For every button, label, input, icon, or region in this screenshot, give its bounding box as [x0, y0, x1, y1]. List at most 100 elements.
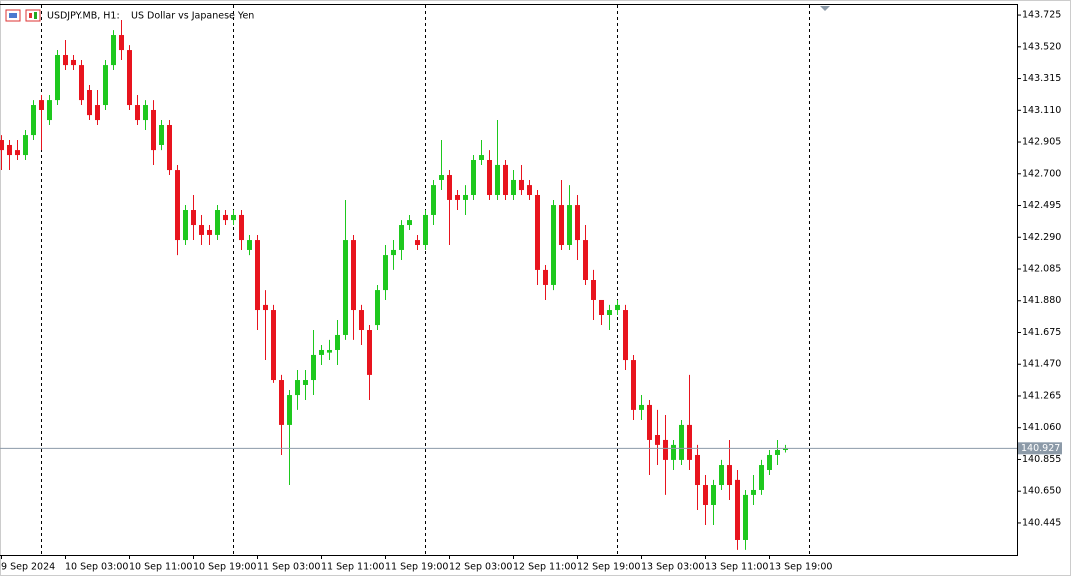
candle-body	[7, 144, 12, 156]
candle-body	[127, 50, 132, 106]
candle-body	[215, 210, 220, 235]
candle-body	[767, 454, 772, 470]
candle-body	[167, 125, 172, 171]
candle-body	[95, 105, 100, 121]
icon	[29, 13, 32, 18]
candle-body	[231, 214, 236, 221]
candle-body	[175, 170, 180, 241]
chart-subtitle: US Dollar vs Japanese Yen	[131, 11, 254, 22]
candle-body	[735, 479, 740, 540]
candle-body	[335, 334, 340, 350]
candle-body	[567, 205, 572, 246]
candle-body	[71, 59, 76, 66]
x-tick-label: 11 Sep 11:00	[321, 562, 384, 573]
candle-body	[383, 255, 388, 291]
candle-body	[511, 179, 516, 195]
candle-body	[303, 380, 308, 385]
candle-body	[151, 109, 156, 151]
candle-body	[447, 175, 452, 200]
y-tick-label: 141.880	[1022, 295, 1061, 306]
candle-body	[183, 210, 188, 241]
candle-body	[559, 205, 564, 246]
candle-body	[663, 439, 668, 460]
candle-body	[527, 185, 532, 195]
candle-body	[375, 290, 380, 326]
candle-body	[679, 424, 684, 460]
candle-body	[551, 205, 556, 285]
y-tick-label: 140.650	[1022, 486, 1061, 497]
x-tick-label: 10 Sep 19:00	[193, 562, 256, 573]
candle-body	[359, 310, 364, 331]
x-tick-label: 13 Sep 03:00	[641, 562, 704, 573]
y-tick-label: 142.905	[1022, 137, 1061, 148]
candle-body	[119, 35, 124, 51]
candle-body	[207, 229, 212, 235]
candle-body	[351, 240, 356, 311]
candle-body	[535, 194, 540, 270]
y-tick-label: 143.520	[1022, 41, 1061, 52]
candle-body	[287, 395, 292, 425]
candle-body	[87, 90, 92, 116]
y-tick-label: 140.445	[1022, 517, 1061, 528]
candle-body	[103, 65, 108, 106]
candle-body	[591, 280, 596, 300]
x-tick-label: 10 Sep 11:00	[129, 562, 192, 573]
x-tick-label: 13 Sep 11:00	[705, 562, 768, 573]
x-tick-label: 13 Sep 19:00	[769, 562, 832, 573]
candle-body	[599, 299, 604, 315]
icon	[9, 13, 17, 18]
candle-body	[431, 185, 436, 215]
candle-body	[391, 249, 396, 256]
candle-body	[543, 269, 548, 285]
x-tick-label: 12 Sep 19:00	[577, 562, 640, 573]
x-tick-label: 9 Sep 2024	[1, 562, 55, 573]
candle-body	[575, 205, 580, 241]
y-tick-label: 141.265	[1022, 390, 1061, 401]
y-tick-label: 143.110	[1022, 105, 1061, 116]
shift-marker	[820, 6, 830, 11]
candle-body	[503, 164, 508, 195]
last-price-box	[1018, 442, 1062, 455]
candle-body	[111, 35, 116, 66]
y-tick-label: 143.315	[1022, 73, 1061, 84]
candle-body	[367, 330, 372, 375]
candle-body	[55, 55, 60, 101]
x-tick-label: 11 Sep 03:00	[257, 562, 320, 573]
candle-body	[519, 179, 524, 191]
y-tick-label: 141.675	[1022, 327, 1061, 338]
candle-body	[423, 214, 428, 246]
candle-body	[319, 349, 324, 355]
candle-body	[783, 448, 788, 451]
candle-body	[255, 240, 260, 311]
icon	[25, 9, 41, 22]
candle-body	[751, 489, 756, 495]
candle-body	[695, 454, 700, 486]
candle-body	[239, 214, 244, 241]
candle-body	[495, 164, 500, 195]
candle-body	[703, 485, 708, 505]
candle-body	[143, 105, 148, 121]
candle-body	[279, 380, 284, 425]
candle-body	[759, 465, 764, 490]
candle-body	[31, 105, 36, 136]
candle-body	[655, 434, 660, 445]
x-tick-label: 12 Sep 03:00	[449, 562, 512, 573]
x-tick-label: 11 Sep 19:00	[385, 562, 448, 573]
last-price-label: 140.927	[1021, 443, 1060, 454]
candle-body	[455, 194, 460, 200]
candle-body	[583, 240, 588, 280]
candle-body	[407, 220, 412, 226]
candle-body	[711, 485, 716, 505]
candle-body	[79, 65, 84, 101]
candle-body	[439, 175, 444, 180]
candle-body	[719, 465, 724, 486]
candle-body	[15, 150, 20, 156]
candle-body	[471, 159, 476, 195]
candle-body	[743, 494, 748, 540]
candle-body	[687, 424, 692, 460]
candle-body	[639, 404, 644, 410]
candle-body	[343, 240, 348, 335]
candle-body	[463, 194, 468, 200]
candle-body	[263, 304, 268, 311]
